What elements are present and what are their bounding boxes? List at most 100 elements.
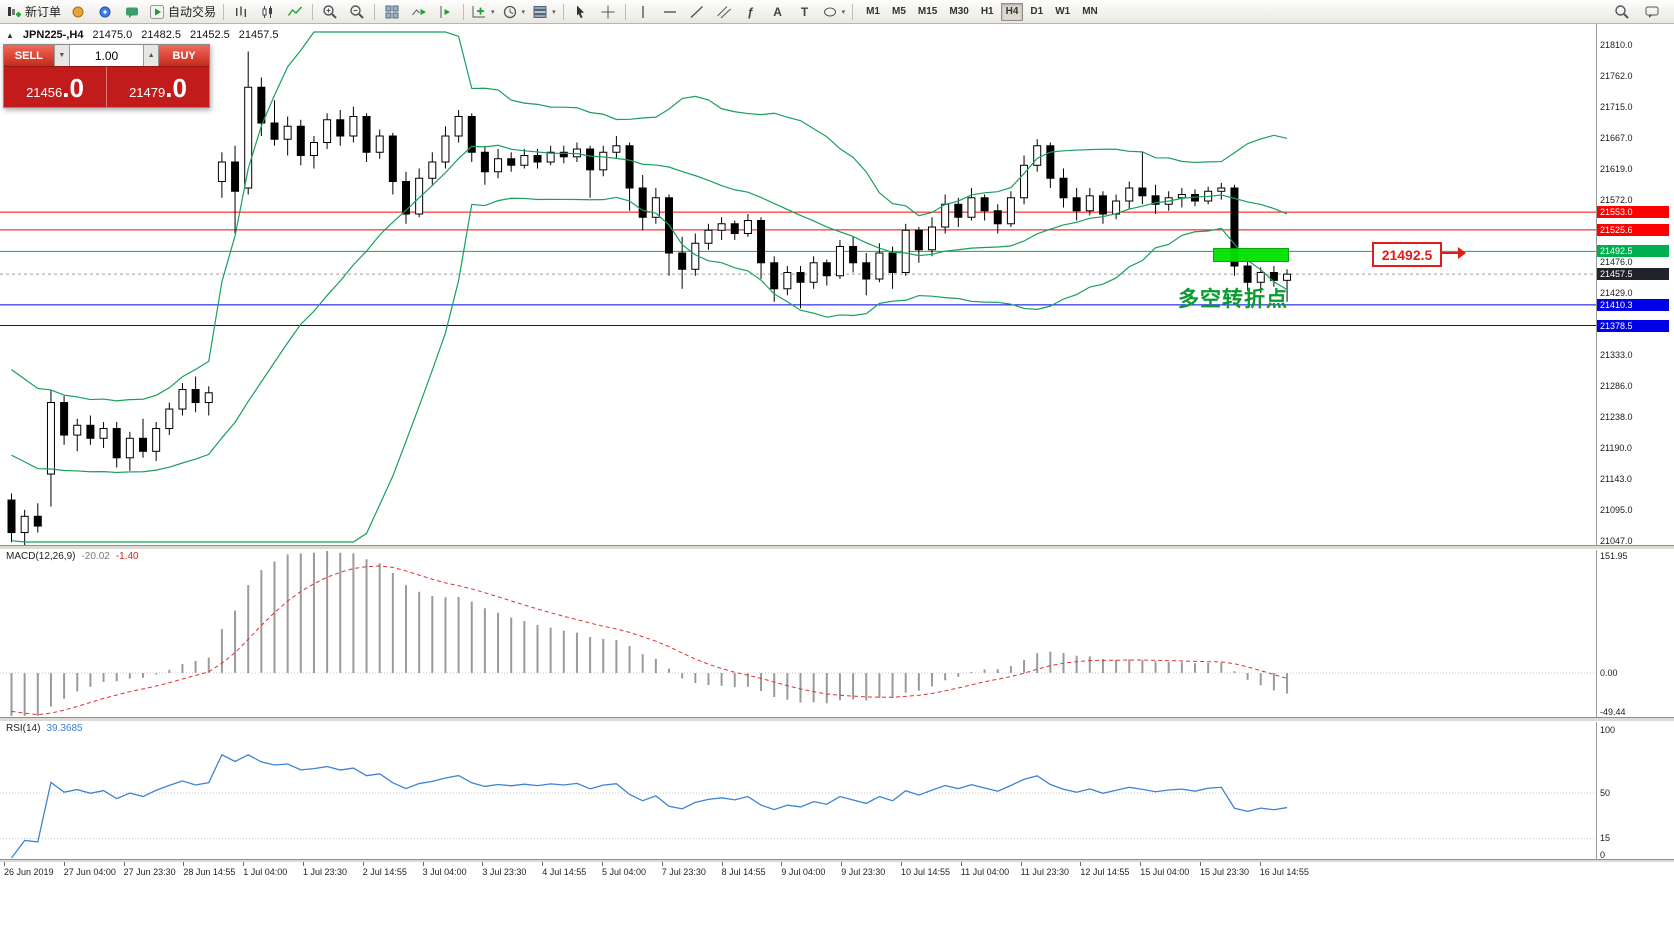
timeframe-button-m5[interactable]: M5 [892,6,906,17]
price-tag: 21410.3 [1597,298,1669,311]
time-axis-label: 11 Jul 04:00 [960,867,1010,877]
macd-main-value: -20.02 [81,551,110,562]
timeframe-button-h4[interactable]: H4 [1000,2,1024,21]
time-axis-label: 27 Jun 23:30 [123,867,176,877]
horizontal-line-button[interactable] [657,1,683,23]
buy-price-main: 21479 [129,85,166,100]
trendline-button[interactable] [684,1,710,23]
timeframe-button-m15[interactable]: M15 [917,6,938,17]
indicators-button[interactable]: ▾ [468,1,498,23]
caret-icon: ▾ [491,8,495,16]
cursor-button[interactable] [568,1,594,23]
sell-price-button[interactable]: 21456.0 [4,67,107,107]
fibonacci-icon: ƒ [747,4,754,19]
label-icon: T [800,4,809,19]
signals-button[interactable] [92,1,118,23]
news-button[interactable] [119,1,145,23]
trade-panel-price-row: 21456.0 21479.0 [4,67,209,107]
time-axis-label: 4 Jul 14:55 [542,867,587,877]
timeframe-button-d1[interactable]: D1 [1030,6,1044,17]
time-axis-label: 9 Jul 04:00 [781,867,826,877]
time-tick [1259,862,1261,866]
tile-windows-button[interactable] [379,1,405,23]
axis-label: 21476.0 [1600,257,1633,268]
price-tag: 21492.5 [1597,245,1669,258]
timeframe-button-mn[interactable]: MN [1082,6,1098,17]
new-order-button[interactable]: 新订单 [3,1,64,23]
price-axis-border [1596,24,1597,861]
toolbar-right [1609,1,1671,23]
symbol-period-label: JPN225-,H4 [22,29,84,41]
price-axis[interactable]: 21810.0 21762.0 21715.0 21667.0 21619.0 21572… [1596,0,1674,943]
time-axis-label: 16 Jul 14:55 [1259,867,1309,877]
high-value: 21482.5 [141,29,181,41]
auto-scroll-button[interactable] [406,1,432,23]
shapes-button[interactable]: ▾ [819,1,849,23]
bollinger-upper [11,31,1288,402]
search-button[interactable] [1609,1,1635,23]
chat-button[interactable] [1639,1,1665,23]
chart-shift-button[interactable] [433,1,459,23]
toolbar-separator [374,3,376,20]
annotation-text[interactable]: 多空转折点 [1178,288,1288,311]
volume-input[interactable] [70,45,143,66]
text-button[interactable]: A [765,1,791,23]
crosshair-button[interactable] [595,1,621,23]
channel-button[interactable] [711,1,737,23]
candles [7,51,1292,549]
time-tick [1020,862,1022,866]
time-tick [4,862,5,866]
volume-decrease-button[interactable]: ▼ [53,45,70,66]
chart-line-button[interactable] [282,1,308,23]
time-axis[interactable]: 26 Jun 2019 27 Jun 04:00 27 Jun 23:30 28 Ju… [0,862,1596,882]
timeframe-button-m30[interactable]: M30 [949,6,969,17]
axis-label: 0 [1600,850,1606,860]
axis-label: 15 [1600,833,1611,843]
time-tick [422,862,424,866]
price-tag: 21457.5 [1597,268,1669,281]
rsi-value: 39.3685 [46,723,83,734]
caret-icon: ▾ [841,8,846,16]
price-tag: 21525.6 [1597,223,1669,236]
close-value: 21457.5 [238,29,279,41]
axis-label: 21762.0 [1600,71,1633,82]
time-axis-label: 5 Jul 04:00 [602,867,647,877]
zoom-out-button[interactable] [344,1,370,23]
sell-price-main: 21456 [26,85,63,100]
buy-price-button[interactable]: 21479.0 [107,67,209,107]
market-button[interactable] [65,1,91,23]
volume-increase-button[interactable]: ▲ [143,45,160,66]
sell-button[interactable]: SELL [4,45,54,66]
axis-label: -49.44 [1600,707,1626,717]
axis-label: 21572.0 [1600,194,1633,205]
zoom-in-button[interactable] [317,1,343,23]
panel-splitter[interactable] [0,717,1674,722]
macd-signal-value: -1.40 [115,551,139,562]
chart-ohlc-info: ▲ JPN225-,H4 21475.0 21482.5 21452.5 214… [6,29,279,41]
one-click-panel-toggle[interactable]: ▲ [6,30,14,40]
timeframe-button-h1[interactable]: H1 [980,6,994,17]
panel-splitter[interactable] [0,545,1674,550]
chart-candles-button[interactable] [255,1,281,23]
toolbar-separator [562,3,564,20]
timeframe-button-w1[interactable]: W1 [1055,6,1071,17]
timeframe-button-m1[interactable]: M1 [866,6,880,17]
time-tick [960,862,962,866]
text-label-button[interactable]: T [792,1,818,23]
fibonacci-button[interactable]: ƒ [738,1,764,23]
highlight-marker[interactable] [1213,248,1289,262]
vertical-line-button[interactable] [630,1,656,23]
time-tick [243,862,245,866]
autotrading-button[interactable]: 自动交易 [146,1,219,23]
axis-label: 21715.0 [1600,101,1633,112]
time-tick [482,862,484,866]
buy-button[interactable]: BUY [159,45,209,66]
templates-button[interactable]: ▾ [529,1,559,23]
chart-bars-button[interactable] [228,1,254,23]
time-axis-label: 8 Jul 14:55 [721,867,766,877]
toolbar-separator [223,3,225,20]
periods-button[interactable]: ▾ [499,1,529,23]
time-axis-label: 1 Jul 23:30 [303,867,348,877]
price-callout-box[interactable]: 21492.5 [1372,242,1442,267]
